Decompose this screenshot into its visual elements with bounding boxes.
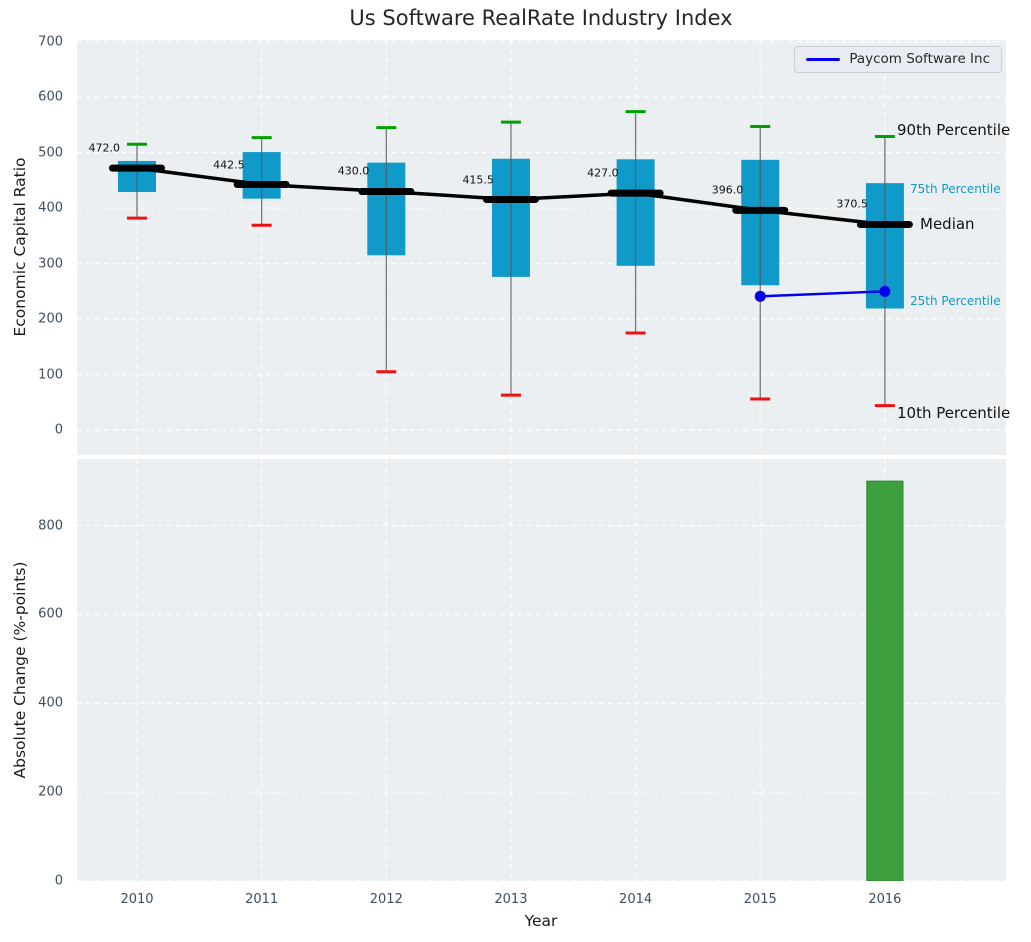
- y-tick-label: 200: [38, 311, 63, 327]
- median-value-label: 430.0: [337, 164, 370, 178]
- median-value-label: 396.0: [711, 183, 744, 197]
- y-tick-label: 400: [38, 200, 63, 216]
- y-tick-label: 0: [54, 873, 63, 889]
- chart-title: Us Software RealRate Industry Index: [349, 6, 733, 30]
- y-tick-label: 600: [38, 89, 63, 105]
- y-tick-label: 600: [38, 606, 63, 622]
- paycom-point: [879, 285, 891, 297]
- annotation-90th-percentile: 90th Percentile: [897, 120, 1011, 139]
- median-value-label: 370.5: [836, 197, 868, 211]
- top-plot-canvas: [77, 40, 1006, 455]
- median-marker: [607, 189, 664, 197]
- y-tick-label: 100: [38, 367, 63, 383]
- median-marker: [482, 196, 539, 204]
- median-marker: [358, 187, 415, 195]
- y-tick-label: 300: [38, 256, 63, 272]
- y-tick-label: 800: [38, 518, 63, 534]
- x-tick-label: 2010: [120, 892, 154, 907]
- median-value-label: 415.5: [462, 173, 494, 186]
- paycom-line: [760, 290, 885, 298]
- top-plot-area: Paycom Software Inc 472.0 442.5 430.0 415.5…: [77, 40, 1010, 455]
- median-value-label: 442.5: [213, 158, 245, 172]
- y-tick-label: 200: [38, 784, 63, 800]
- median-marker: [109, 164, 165, 172]
- x-tick-label: 2014: [619, 892, 653, 907]
- y-tick-label: 500: [38, 145, 63, 161]
- x-tick-label: 2012: [369, 892, 403, 907]
- paycom-point: [754, 290, 766, 302]
- median-marker: [856, 220, 913, 228]
- y-tick-label: 400: [38, 695, 63, 711]
- x-axis-label: Year: [524, 912, 558, 930]
- annotation-median: Median: [920, 215, 975, 234]
- x-tick-label: 2015: [743, 892, 777, 907]
- median-value-label: 472.0: [88, 141, 121, 155]
- y-tick-label: 700: [38, 34, 63, 50]
- x-tick-label: 2016: [868, 892, 902, 907]
- legend: Paycom Software Inc: [794, 46, 1002, 73]
- y-tick-label: 0: [54, 422, 63, 438]
- annotation-75th-percentile: 75th Percentile: [910, 182, 1001, 197]
- x-tick-label: 2011: [245, 892, 279, 907]
- y-axis-label-bottom: Absolute Change (%-points): [11, 561, 29, 779]
- annotation-25th-percentile: 25th Percentile: [910, 293, 1001, 308]
- median-marker: [732, 206, 789, 214]
- bottom-plot-area: [77, 459, 1006, 881]
- median-marker: [233, 181, 290, 189]
- bottom-plot-canvas: [77, 459, 1006, 881]
- y-axis-label-top: Economic Capital Ratio: [11, 157, 29, 337]
- annotation-10th-percentile: 10th Percentile: [897, 403, 1011, 422]
- median-value-label: 427.0: [587, 166, 619, 180]
- legend-line-swatch: [806, 57, 841, 61]
- change-bar: [866, 480, 904, 881]
- legend-label: Paycom Software Inc: [849, 51, 990, 67]
- x-tick-label: 2013: [494, 892, 528, 907]
